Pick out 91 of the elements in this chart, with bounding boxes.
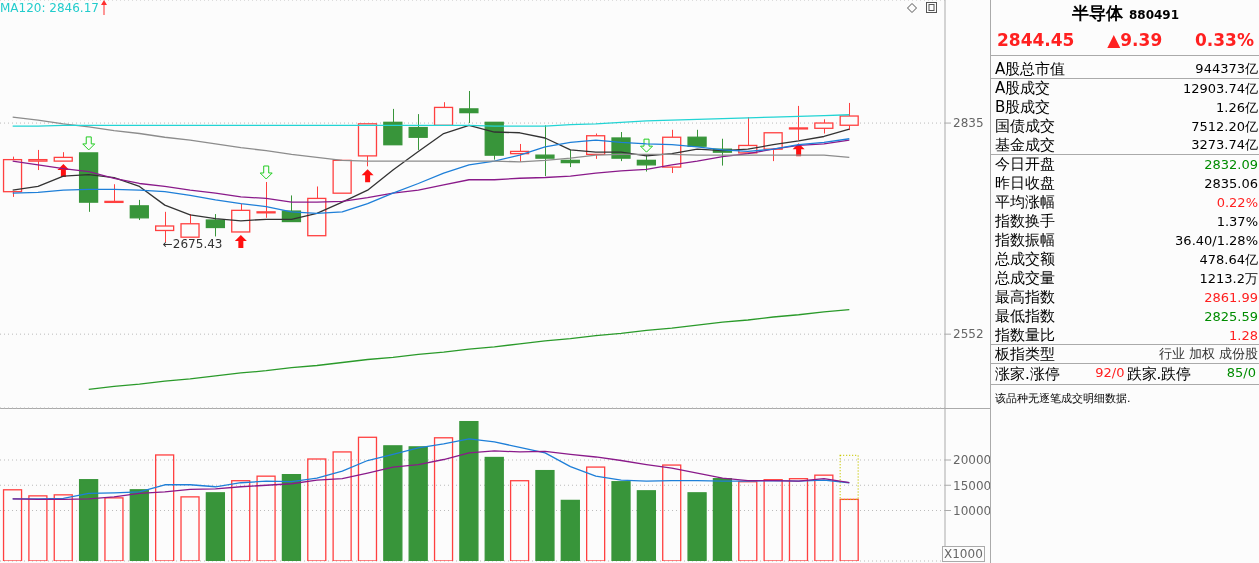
bar [2, 489, 23, 561]
candlestick [256, 181, 276, 219]
bar [712, 478, 733, 561]
category-label: 最低指数 [995, 307, 1055, 326]
bar [611, 481, 631, 561]
text: 2825.59 [1204, 309, 1258, 324]
text: 半导体 [1071, 3, 1123, 23]
bar [738, 481, 758, 561]
text: 1213.2万 [1199, 270, 1258, 286]
text: 944373亿 [1195, 61, 1258, 76]
candlestick [459, 90, 479, 124]
y-tick-label: 15000 [953, 478, 992, 493]
bar [687, 492, 707, 561]
bar [231, 480, 251, 561]
text: 880491 [1128, 8, 1180, 22]
text: 2861.99 [1204, 290, 1258, 305]
text: 1.37% [1216, 214, 1258, 229]
bar [763, 479, 783, 561]
category-label: 总成交量 [995, 269, 1055, 288]
bar [129, 489, 149, 561]
category-label: A股成交 [995, 79, 1051, 98]
category-label: 跌家.跌停 [1126, 364, 1192, 384]
bar [155, 454, 175, 561]
bar [535, 469, 555, 561]
bar [839, 454, 859, 501]
bar [383, 445, 403, 561]
category-label: 昨日收盘 [995, 174, 1055, 193]
text: 行业 加权 成份股 [1158, 346, 1258, 361]
text: 92/0 [1095, 364, 1125, 380]
annotation: MA120: 2846.17 [0, 0, 99, 15]
text: 1.26亿 [1216, 99, 1258, 115]
text: 478.64亿 [1199, 251, 1258, 267]
bar [408, 446, 428, 561]
text: 1.28 [1229, 327, 1258, 343]
line-series [12, 116, 850, 163]
bar [307, 458, 327, 561]
bar [636, 490, 657, 561]
bar [180, 496, 200, 561]
category-label: 国债成交 [995, 117, 1055, 136]
y-tick-label: 2835 [953, 116, 984, 131]
category-label: 涨家.涨停 [995, 364, 1060, 384]
bar [560, 499, 580, 561]
bar [256, 475, 276, 561]
category-label: 指数换手 [995, 212, 1055, 231]
text: ▲9.39 [1107, 30, 1163, 51]
bar [839, 498, 859, 561]
text: 该品种无逐笔成交明细数据. [994, 391, 1132, 407]
bar [814, 474, 834, 561]
y-tick-label: 2552 [953, 327, 984, 342]
bar [104, 497, 124, 561]
bar [586, 466, 606, 561]
bar [357, 436, 378, 561]
category-label: 今日开盘 [995, 155, 1055, 174]
candlestick [408, 113, 428, 151]
text: 7512.20亿 [1191, 118, 1258, 134]
bar [78, 479, 99, 561]
bar [205, 492, 226, 561]
category-label: 平均涨幅 [995, 193, 1055, 212]
text: 2844.45 [997, 30, 1075, 51]
text: 0.22% [1216, 195, 1258, 210]
category-label: B股成交 [995, 98, 1051, 117]
line-series [12, 450, 850, 501]
category-label: 指数振幅 [995, 231, 1055, 250]
bar [788, 478, 809, 561]
y-tick-label: 20000 [953, 453, 992, 468]
text: 0.33% [1195, 30, 1254, 51]
bar [281, 474, 302, 561]
category-label: 总成交额 [995, 250, 1055, 269]
category-label: 指数量比 [995, 325, 1055, 345]
category-label: 基金成交 [995, 135, 1055, 155]
text: 12903.74亿 [1182, 80, 1258, 96]
y-axis-title: X1000 [942, 546, 985, 562]
category-label: A股总市值 [995, 59, 1066, 79]
text: 85/0 [1226, 364, 1256, 380]
bar [53, 494, 73, 561]
bar [332, 451, 352, 561]
bar [28, 495, 48, 561]
bar [433, 437, 454, 561]
bar [662, 464, 682, 561]
bar [459, 420, 479, 561]
text: 36.40/1.28% [1175, 233, 1258, 248]
line-series [88, 308, 850, 390]
bar [484, 456, 504, 561]
category-label: 板指类型 [995, 344, 1055, 364]
category-label: 最高指数 [995, 288, 1055, 307]
bar [509, 480, 530, 561]
annotation: ←2675.43 [162, 236, 223, 251]
text: 2835.06 [1204, 176, 1258, 191]
text: 3273.74亿 [1191, 137, 1258, 152]
y-tick-label: 10000 [953, 503, 992, 518]
text: 2832.09 [1204, 157, 1258, 172]
